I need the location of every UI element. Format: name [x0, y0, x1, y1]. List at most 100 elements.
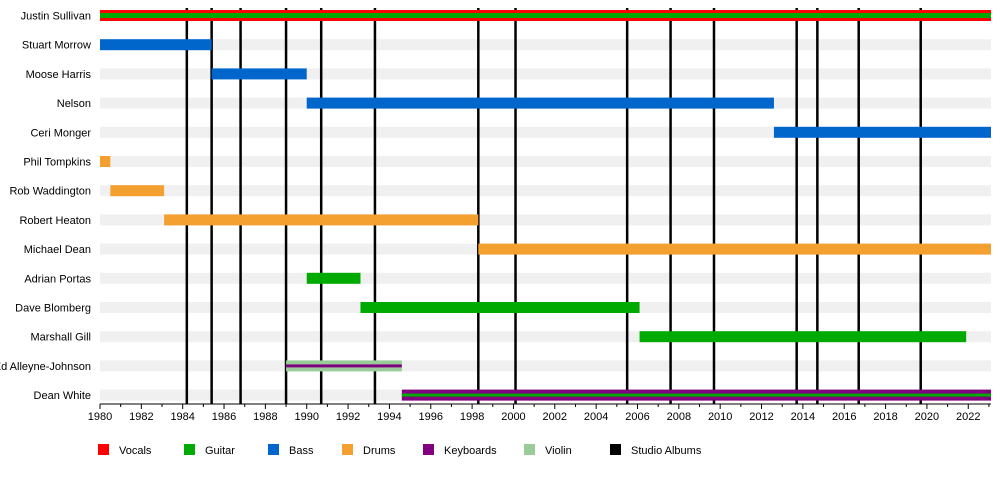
bar-dave-blomberg — [360, 302, 640, 313]
x-tick-label-1994: 1994 — [377, 411, 401, 423]
legend-item-drums: Drums — [342, 444, 396, 457]
bar-segment-drums — [478, 243, 991, 255]
bar-ceri-monger — [773, 126, 991, 138]
bar-ed-alleyne-johnson — [286, 360, 402, 372]
member-label-ed-alleyne-johnson: Ed Alleyne-Johnson — [0, 361, 91, 373]
bar-segment-bass — [100, 39, 212, 51]
member-label-phil-tompkins: Phil Tompkins — [23, 157, 91, 169]
member-label-ceri-monger: Ceri Monger — [30, 127, 91, 139]
bar-michael-dean — [478, 243, 991, 255]
legend: Vocals Guitar Bass Drums Keyboards Violin Stud… — [98, 444, 702, 457]
bar-segment-keyboards — [286, 364, 402, 368]
bar-segment-guitar — [100, 13, 991, 18]
member-label-justin-sullivan: Justin Sullivan — [21, 11, 91, 23]
row-band-ed-alleyne-johnson — [100, 360, 991, 372]
row-band-adrian-portas — [100, 272, 991, 284]
legend-swatch-guitar — [184, 444, 195, 455]
bar-segment-bass — [306, 97, 774, 109]
x-tick-label-2020: 2020 — [915, 411, 939, 423]
member-label-adrian-portas: Adrian Portas — [24, 273, 91, 285]
bar-adrian-portas — [306, 272, 361, 284]
bar-segment-drums — [110, 185, 165, 197]
bar-segment-bass — [211, 68, 307, 80]
legend-swatch-drums — [342, 444, 353, 455]
x-tick-label-2004: 2004 — [584, 411, 608, 423]
bar-marshall-gill — [639, 331, 967, 343]
member-label-stuart-morrow: Stuart Morrow — [22, 40, 91, 52]
x-tick-label-1990: 1990 — [294, 411, 318, 423]
bar-justin-sullivan — [100, 10, 991, 21]
legend-label-studio-albums: Studio Albums — [631, 445, 702, 457]
x-tick-label-1984: 1984 — [170, 411, 194, 423]
x-tick-label-2006: 2006 — [625, 411, 649, 423]
x-tick-label-1988: 1988 — [253, 411, 277, 423]
row-band-marshall-gill — [100, 331, 991, 343]
member-label-rob-waddington: Rob Waddington — [9, 186, 91, 198]
bar-segment-guitar — [401, 393, 991, 397]
member-label-dave-blomberg: Dave Blomberg — [15, 303, 91, 315]
member-label-michael-dean: Michael Dean — [24, 244, 91, 256]
legend-item-vocals: Vocals — [98, 444, 152, 457]
member-bars — [100, 10, 991, 401]
x-tick-label-2008: 2008 — [667, 411, 691, 423]
bar-stuart-morrow — [100, 39, 212, 51]
member-label-dean-white: Dean White — [34, 390, 91, 402]
legend-label-keyboards: Keyboards — [444, 445, 497, 457]
x-tick-label-1986: 1986 — [212, 411, 236, 423]
member-labels: Justin Sullivan Stuart Morrow Moose Harris… — [0, 11, 91, 403]
bar-robert-heaton — [164, 214, 479, 226]
legend-label-violin: Violin — [545, 445, 572, 457]
bar-nelson — [306, 97, 774, 109]
legend-item-violin: Violin — [524, 444, 572, 457]
bar-moose-harris — [211, 68, 307, 80]
bar-segment-guitar — [360, 302, 640, 313]
legend-label-guitar: Guitar — [205, 445, 235, 457]
member-label-nelson: Nelson — [57, 98, 91, 110]
x-tick-label-2022: 2022 — [956, 411, 980, 423]
x-tick-label-2016: 2016 — [832, 411, 856, 423]
bar-segment-guitar — [306, 272, 361, 284]
member-label-marshall-gill: Marshall Gill — [30, 332, 91, 344]
bar-rob-waddington — [110, 185, 165, 197]
x-tick-label-1998: 1998 — [460, 411, 484, 423]
x-tick-label-2018: 2018 — [873, 411, 897, 423]
bar-dean-white — [401, 389, 991, 401]
x-axis: 1980 1982 1984 1986 1988 1990 1992 1994 1996 1998… — [88, 403, 991, 423]
legend-swatch-bass — [268, 444, 279, 455]
x-tick-label-2002: 2002 — [543, 411, 567, 423]
row-band-phil-tompkins — [100, 156, 991, 167]
x-tick-label-2014: 2014 — [791, 411, 815, 423]
legend-swatch-vocals — [98, 444, 109, 455]
x-tick-label-1982: 1982 — [129, 411, 153, 423]
legend-item-bass: Bass — [268, 444, 314, 457]
row-band-rob-waddington — [100, 185, 991, 197]
x-tick-label-1996: 1996 — [419, 411, 443, 423]
bar-segment-drums — [164, 214, 479, 226]
x-tick-label-2010: 2010 — [708, 411, 732, 423]
studio-album-lines — [185, 8, 922, 404]
member-label-robert-heaton: Robert Heaton — [19, 215, 91, 227]
legend-label-vocals: Vocals — [119, 445, 152, 457]
x-tick-label-1992: 1992 — [336, 411, 360, 423]
legend-swatch-studio-albums — [610, 444, 621, 455]
legend-label-drums: Drums — [363, 445, 396, 457]
bar-segment-bass — [773, 126, 991, 138]
bar-segment-drums — [100, 156, 111, 167]
member-label-moose-harris: Moose Harris — [26, 69, 92, 81]
legend-item-guitar: Guitar — [184, 444, 235, 457]
legend-item-keyboards: Keyboards — [423, 444, 497, 457]
legend-label-bass: Bass — [289, 445, 314, 457]
row-band-moose-harris — [100, 68, 991, 80]
x-tick-label-2000: 2000 — [501, 411, 525, 423]
bar-phil-tompkins — [100, 156, 111, 167]
x-tick-label-1980: 1980 — [88, 411, 112, 423]
row-band-stuart-morrow — [100, 39, 991, 51]
legend-swatch-violin — [524, 444, 535, 455]
row-band-ceri-monger — [100, 126, 991, 138]
bar-segment-guitar — [639, 331, 967, 343]
row-band-robert-heaton — [100, 214, 991, 226]
legend-swatch-keyboards — [423, 444, 434, 455]
x-tick-label-2012: 2012 — [749, 411, 773, 423]
legend-item-studio-albums: Studio Albums — [610, 444, 702, 457]
